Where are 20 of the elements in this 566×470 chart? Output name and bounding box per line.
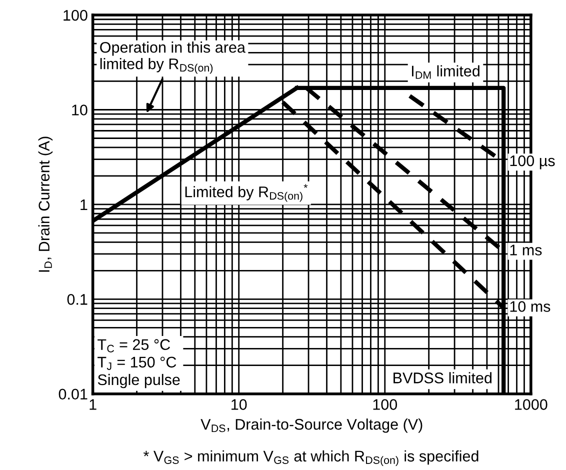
x-axis-title: V$_{DS}$, Drain-to-Source Voltage (V)	[200, 418, 422, 433]
annotation: T$_{C}$ = 25 °C T$_{J}$ = 150 °C Single pulse	[98, 339, 180, 388]
y-tick-label: 0.01	[58, 388, 88, 400]
x-tick-label: 10	[232, 399, 247, 410]
annotation: Operation in this area limited by R$_{DS(on)}$	[100, 42, 246, 74]
y-tick-label: 0.1	[67, 294, 88, 305]
y-axis-title: I$_{D}$, Drain Current (A)	[38, 136, 53, 272]
x-tick-label: 1	[90, 399, 96, 410]
series-label: 10 ms	[510, 301, 550, 312]
annotation: Limited by R$_{DS(on)}$$^{*}$	[185, 184, 308, 202]
y-tick-label: 10	[72, 104, 88, 116]
x-tick-label: 1000	[515, 399, 548, 410]
y-tick-label: 1	[80, 199, 88, 210]
series-label: 100 µs	[510, 155, 555, 170]
annotation: BVDSS limited	[394, 372, 492, 384]
series-label: 1 ms	[510, 244, 542, 256]
y-tick-label: 100	[64, 10, 88, 21]
x-tick-label: 100	[373, 399, 398, 410]
annotation: I$_{DM}$ limited	[412, 65, 480, 79]
text: * V$_{GS}$ > minimum V$_{GS}$ at which R$_{DS(on)}$ is specified	[143, 450, 478, 466]
